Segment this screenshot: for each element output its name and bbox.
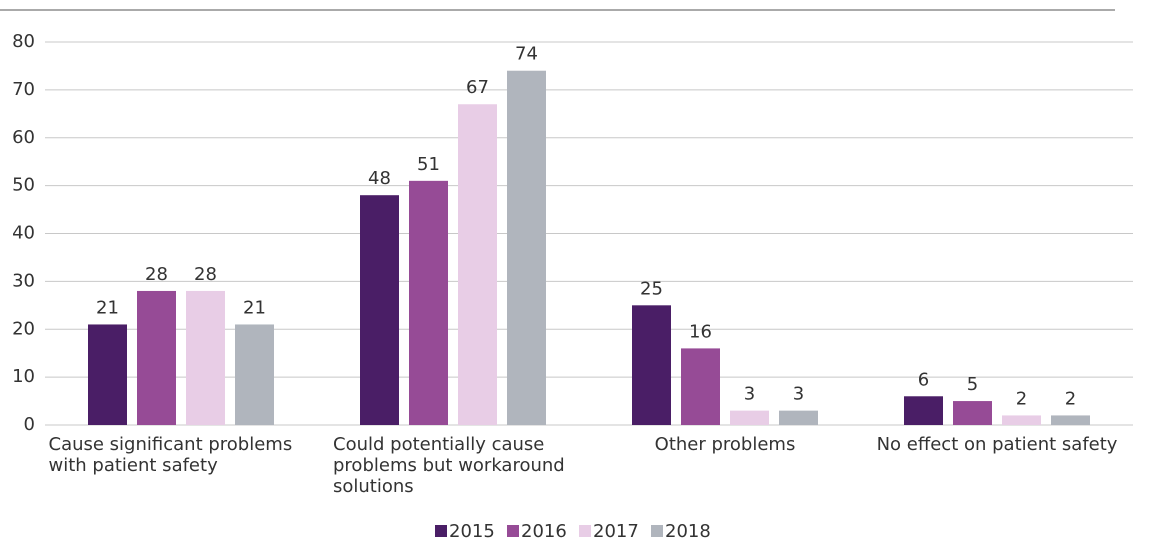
bar	[1002, 415, 1041, 425]
value-label: 2	[1016, 388, 1027, 409]
legend-swatch	[507, 525, 519, 537]
x-tick-label: Cause significant problems with patient …	[48, 434, 293, 476]
bar	[88, 324, 127, 425]
legend-label: 2015	[449, 521, 495, 542]
bar	[730, 410, 769, 425]
legend-swatch	[651, 525, 663, 537]
x-tick-label: Could potentially cause problems but wor…	[333, 434, 565, 497]
x-tick-label: Other problems	[654, 434, 796, 455]
value-label: 25	[640, 278, 663, 299]
value-label: 28	[145, 264, 168, 285]
x-tick-label-box: No effect on patient safety	[861, 434, 1133, 455]
bar	[186, 290, 225, 425]
bar	[409, 180, 448, 425]
bar	[681, 348, 720, 425]
x-tick-label-box: Could potentially cause problems but wor…	[317, 434, 589, 497]
value-label: 5	[967, 374, 978, 395]
value-label: 3	[744, 384, 755, 405]
value-label: 21	[243, 297, 266, 318]
y-tick-label: 0	[24, 414, 35, 435]
x-tick-label-box: Cause significant problems with patient …	[45, 434, 317, 476]
bar	[779, 410, 818, 425]
legend-swatch	[435, 525, 447, 537]
bar	[458, 104, 497, 426]
legend-label: 2017	[593, 521, 639, 542]
bar	[953, 401, 992, 425]
y-tick-label: 80	[12, 31, 35, 52]
y-tick-label: 10	[12, 366, 35, 387]
value-label: 51	[417, 154, 440, 175]
value-label: 16	[689, 321, 712, 342]
legend-swatch	[579, 525, 591, 537]
y-tick-label: 70	[12, 79, 35, 100]
bar	[507, 70, 546, 425]
legend-label: 2018	[665, 521, 711, 542]
bar	[235, 324, 274, 425]
value-label: 48	[368, 168, 391, 189]
bar	[904, 396, 943, 425]
y-tick-label: 60	[12, 127, 35, 148]
x-tick-label-box: Other problems	[589, 434, 861, 455]
x-tick-label: No effect on patient safety	[876, 434, 1118, 455]
value-label: 6	[918, 369, 929, 390]
value-label: 2	[1065, 388, 1076, 409]
y-tick-label: 20	[12, 318, 35, 339]
y-tick-label: 30	[12, 270, 35, 291]
value-label: 3	[793, 384, 804, 405]
bar	[1051, 415, 1090, 425]
value-label: 74	[515, 44, 538, 65]
value-label: 28	[194, 264, 217, 285]
legend-label: 2016	[521, 521, 567, 542]
bar	[137, 290, 176, 425]
value-label: 67	[466, 77, 489, 98]
y-tick-label: 50	[12, 175, 35, 196]
y-tick-label: 40	[12, 223, 35, 244]
bar	[632, 305, 671, 425]
bar	[360, 195, 399, 425]
value-label: 21	[96, 297, 119, 318]
